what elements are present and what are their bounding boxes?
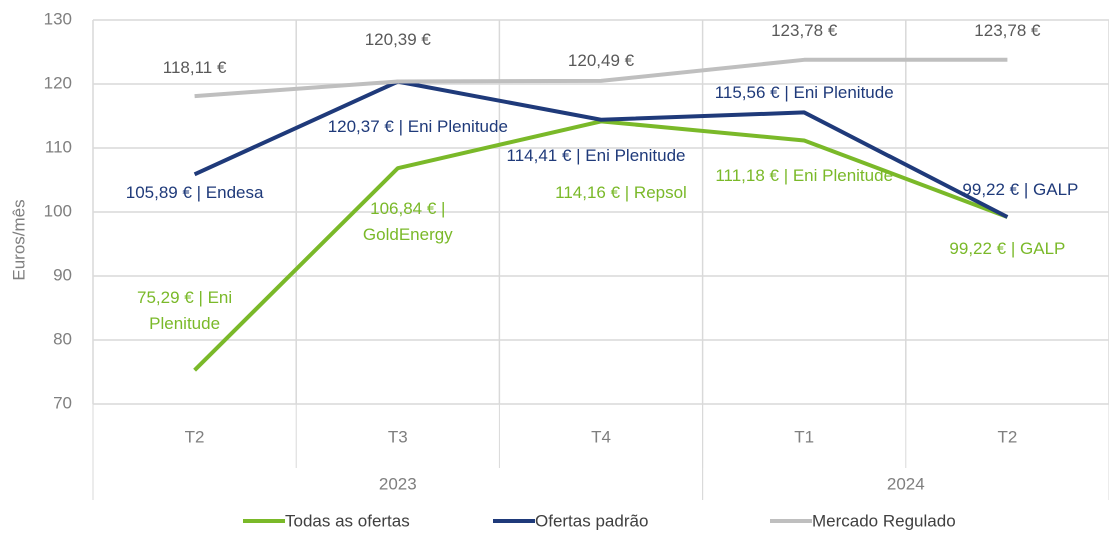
legend-label: Mercado Regulado <box>812 511 956 530</box>
x-tick-label: T4 <box>591 427 611 446</box>
x-tick-label: T3 <box>388 427 408 446</box>
value-label: 105,89 € | Endesa <box>125 183 264 202</box>
y-tick-label: 80 <box>53 329 72 348</box>
value-label: 118,11 € <box>162 58 227 77</box>
value-label: 123,78 € <box>974 21 1041 40</box>
value-label: 75,29 € | Eni Plenitude <box>137 288 233 333</box>
value-label: 120,49 € <box>567 51 635 70</box>
y-tick-label: 70 <box>53 393 72 412</box>
value-label: 111,18 € | Eni Plenitude <box>715 166 894 185</box>
value-label: 120,37 € | Eni Plenitude <box>327 117 508 136</box>
series-line <box>193 79 1009 219</box>
legend-label: Todas as ofertas <box>285 511 410 530</box>
y-tick-label: 120 <box>44 73 72 92</box>
x-tick-label: T1 <box>794 427 814 446</box>
y-tick-label: 90 <box>53 265 72 284</box>
group-label: 2024 <box>887 474 925 493</box>
value-label: 99,22 € | GALP <box>962 180 1079 199</box>
y-axis-label: Euros/mês <box>9 199 28 280</box>
y-tick-label: 130 <box>44 9 72 28</box>
x-tick-label: T2 <box>185 427 205 446</box>
value-label: 115,56 € | Eni Plenitude <box>714 83 894 102</box>
legend-label: Ofertas padrão <box>535 511 648 530</box>
value-label: 106,84 € | GoldEnergy <box>362 199 453 244</box>
group-label: 2023 <box>379 474 417 493</box>
series-line <box>194 57 1008 99</box>
value-label: 114,16 € | Repsol <box>555 183 687 202</box>
y-tick-label: 100 <box>44 201 72 220</box>
value-label: 114,41 € | Eni Plenitude <box>506 146 686 165</box>
value-label: 120,39 € <box>364 30 431 49</box>
x-tick-label: T2 <box>997 427 1017 446</box>
y-tick-label: 110 <box>45 137 72 156</box>
value-label: 99,22 € | GALP <box>949 239 1066 258</box>
value-label: 123,78 € <box>771 21 838 40</box>
